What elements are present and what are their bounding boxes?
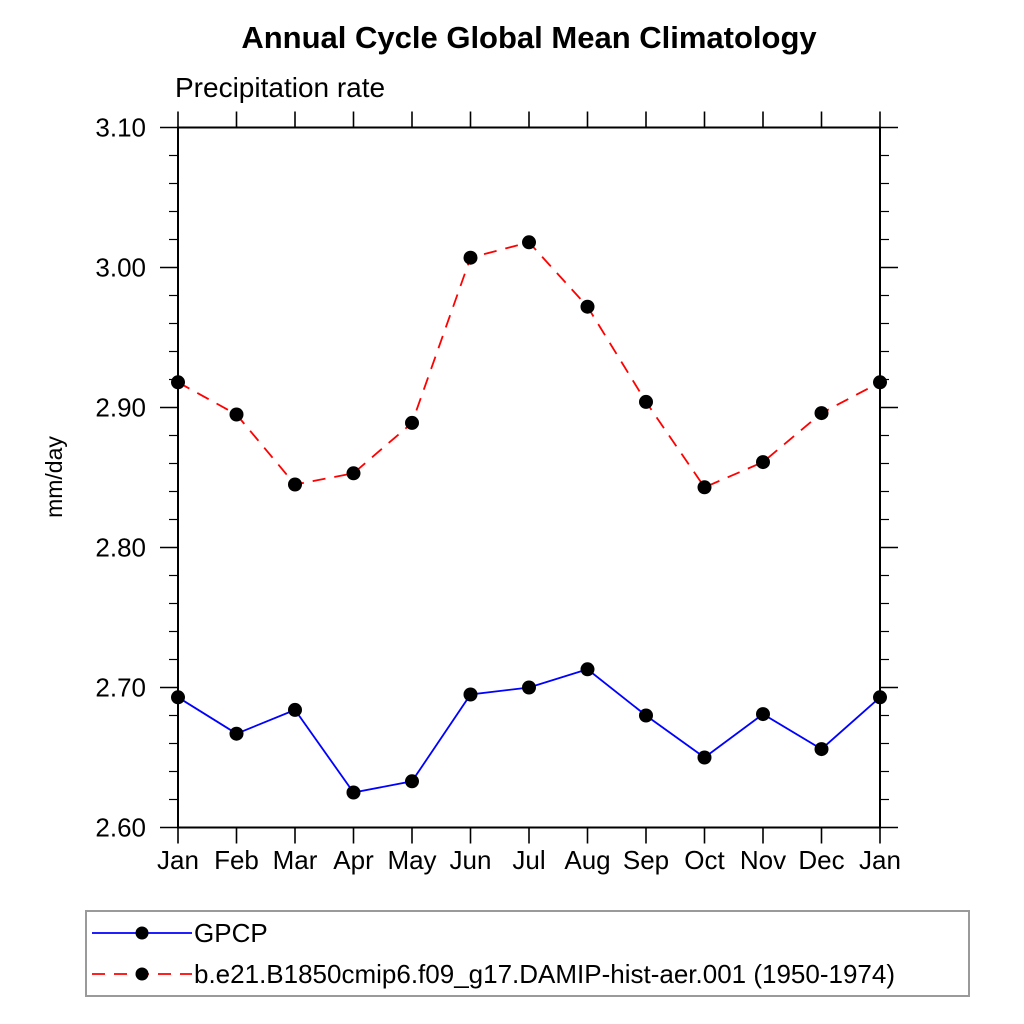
- chart-title: Annual Cycle Global Mean Climatology: [241, 20, 817, 55]
- y-tick-label: 2.60: [95, 813, 146, 843]
- x-tick-label: Oct: [684, 845, 725, 875]
- data-point-gpcp: [756, 707, 770, 722]
- data-point-model: [288, 477, 302, 492]
- data-point-gpcp: [171, 690, 185, 705]
- data-point-gpcp: [346, 785, 361, 800]
- y-axis-label: mm/day: [41, 436, 67, 518]
- data-point-model: [756, 455, 770, 470]
- legend-label-gpcp: GPCP: [194, 918, 268, 948]
- data-point-model: [522, 235, 536, 250]
- series-line-model: [177, 241, 881, 489]
- data-point-model: [229, 407, 244, 422]
- x-tick-label: Jan: [859, 845, 901, 875]
- data-point-model: [814, 406, 829, 421]
- x-tick-label: May: [387, 845, 436, 875]
- x-tick-label: Apr: [333, 845, 374, 875]
- data-point-model: [639, 394, 653, 409]
- plot-area: mm/day 2.60 2.70 2.80 2.90 3.00 3.10 Jan Feb Mar…: [41, 111, 901, 875]
- data-point-gpcp: [463, 687, 478, 702]
- data-point-model: [697, 480, 712, 495]
- data-point-gpcp: [229, 726, 244, 741]
- legend-item-gpcp: GPCP: [90, 913, 968, 954]
- data-point-model: [873, 375, 887, 390]
- x-tick-label: Feb: [214, 845, 259, 875]
- x-tick-label: Sep: [623, 845, 669, 875]
- data-point-model: [171, 375, 185, 390]
- x-tick-label: Jul: [512, 845, 545, 875]
- x-tick-label: Mar: [273, 845, 318, 875]
- legend-line-sample-gpcp: [92, 926, 192, 940]
- x-tick-label: Jun: [450, 845, 492, 875]
- legend-label-model: b.e21.B1850cmip6.f09_g17.DAMIP-hist-aer.…: [194, 959, 895, 989]
- y-tick-label: 3.00: [95, 253, 146, 283]
- legend-sample-marker: [135, 926, 149, 940]
- y-tick-label: 2.90: [95, 393, 146, 423]
- data-point-model: [405, 415, 419, 430]
- x-tick-label: Nov: [740, 845, 786, 875]
- data-point-gpcp: [873, 690, 887, 705]
- x-tick-label: Aug: [564, 845, 610, 875]
- y-tick-label: 3.10: [95, 113, 146, 143]
- x-tick-label: Dec: [798, 845, 844, 875]
- data-point-model: [580, 299, 595, 314]
- legend-item-model: b.e21.B1850cmip6.f09_g17.DAMIP-hist-aer.…: [90, 954, 968, 995]
- legend-sample-marker: [135, 967, 149, 981]
- y-tick-label: 2.70: [95, 673, 146, 703]
- data-point-gpcp: [814, 742, 829, 757]
- x-tick-label: Jan: [157, 845, 199, 875]
- legend: GPCP b.e21.B1850cmip6.f09_g17.DAMIP-hist…: [85, 910, 970, 997]
- data-point-model: [463, 250, 478, 265]
- data-point-gpcp: [580, 662, 595, 677]
- data-point-gpcp: [697, 750, 712, 765]
- data-point-gpcp: [639, 708, 653, 723]
- data-point-gpcp: [405, 774, 419, 789]
- chart-subtitle: Precipitation rate: [175, 72, 386, 103]
- axis-frame: [177, 126, 881, 829]
- data-point-model: [346, 466, 361, 481]
- legend-line-sample-model: [92, 967, 192, 981]
- data-point-gpcp: [522, 680, 536, 695]
- y-tick-label: 2.80: [95, 533, 146, 563]
- data-point-gpcp: [288, 702, 302, 717]
